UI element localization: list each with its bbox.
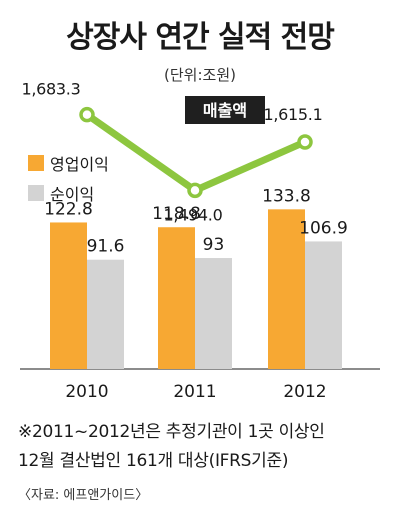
bar-label-net-2010: 91.6 <box>87 237 125 257</box>
sales-point-2010 <box>79 106 95 123</box>
bar-label-net-2011: 93 <box>203 235 225 255</box>
source-note: 〈자료: 에프앤가이드〉 <box>18 488 149 503</box>
x-tick-2010: 2010 <box>65 382 108 402</box>
legend-label-operating: 영업이익 <box>50 155 109 174</box>
legend-item-operating: 영업이익 <box>28 148 109 178</box>
sales-point-2011 <box>187 182 203 199</box>
x-tick-2011: 2011 <box>173 382 216 402</box>
bar-operating-2010 <box>50 222 87 369</box>
unit-label: (단위:조원) <box>164 66 236 84</box>
legend-label-net: 순이익 <box>50 185 95 204</box>
bar-label-operating-2010: 122.8 <box>44 199 93 219</box>
legend-swatch-net <box>28 185 44 201</box>
sales-label-2010: 1,683.3 <box>22 80 81 99</box>
footnote-line-2: 12월 결산법인 161개 대상(IFRS기준) <box>18 451 289 471</box>
sales-line <box>83 111 309 194</box>
bar-operating-2011 <box>158 227 195 369</box>
sales-label-2011: 1,494.0 <box>164 205 223 224</box>
sales-tag-label: 매출액 <box>203 101 247 120</box>
bar-label-operating-2012: 133.8 <box>262 186 311 206</box>
legend: 영업이익 순이익 <box>28 148 109 208</box>
x-tick-2012: 2012 <box>283 382 326 402</box>
bar-operating-2012 <box>268 209 305 369</box>
sales-tag-box <box>185 96 265 124</box>
bar-net-2012 <box>305 241 342 369</box>
footnote-line-1: ※2011~2012년은 추정기관이 1곳 이상인 <box>18 422 325 442</box>
bar-net-2010 <box>87 259 124 369</box>
chart-svg: 122.8 91.6 2010 118.893 2011 133.8 106.9 2012 1,… <box>20 80 380 402</box>
sales-label-2012: 1,615.1 <box>264 105 323 124</box>
chart-title: 상장사 연간 실적 전망 <box>66 20 335 55</box>
bar-label-net-2012: 106.9 <box>299 218 348 238</box>
legend-swatch-operating <box>28 155 44 171</box>
footnote: ※2011~2012년은 추정기관이 1곳 이상인 12월 결산법인 161개 … <box>18 418 390 476</box>
bar-label-operating-2011: 118.8 <box>152 204 201 224</box>
legend-item-net: 순이익 <box>28 178 109 208</box>
bar-net-2011 <box>195 258 232 369</box>
sales-point-2012 <box>297 134 313 150</box>
